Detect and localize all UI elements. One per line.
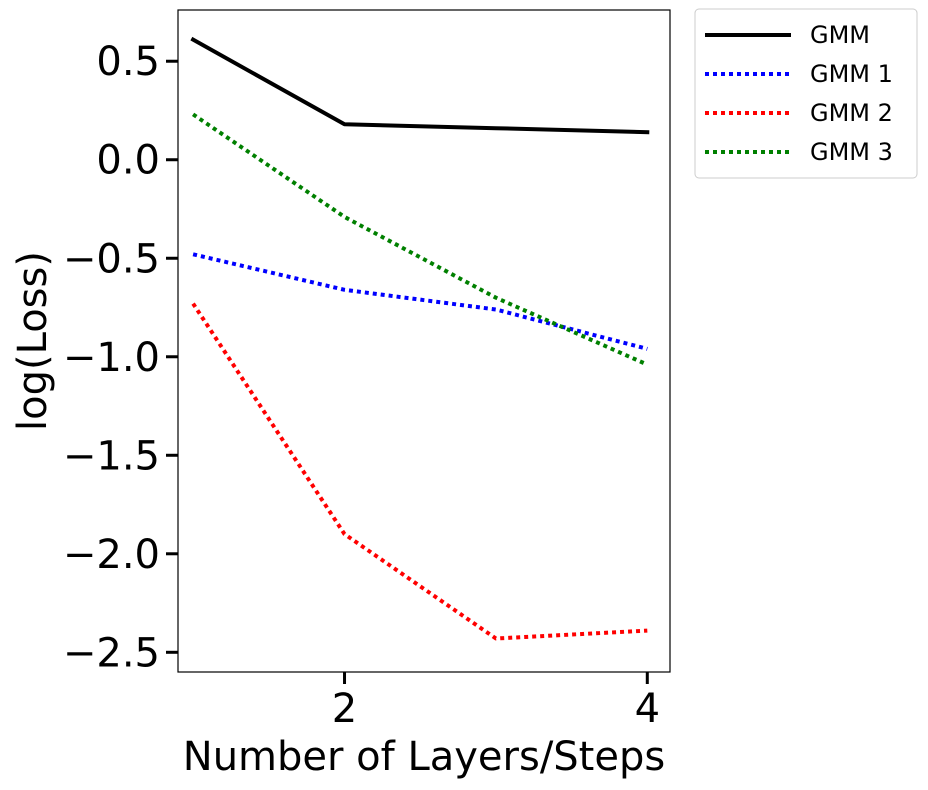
x-tick-label: 4 bbox=[635, 686, 660, 732]
y-tick-label: 0.0 bbox=[96, 138, 160, 184]
y-tick-label: −1.5 bbox=[63, 433, 160, 479]
series-line-0 bbox=[190, 36, 650, 135]
legend-label: GMM 3 bbox=[810, 138, 893, 166]
y-tick-label: −2.5 bbox=[63, 630, 160, 676]
legend-label: GMM 1 bbox=[810, 60, 893, 88]
y-tick-label: −0.5 bbox=[63, 236, 160, 282]
series-lines bbox=[190, 36, 650, 641]
x-axis-label: Number of Layers/Steps bbox=[183, 734, 665, 780]
y-axis-ticks: 0.5 0.0 −0.5 −1.0 −1.5 −2.0 −2.5 bbox=[63, 39, 178, 676]
y-tick-label: −2.0 bbox=[63, 532, 160, 578]
legend-box bbox=[694, 8, 918, 179]
legend-label: GMM bbox=[810, 21, 870, 49]
legend-label: GMM 2 bbox=[810, 99, 893, 127]
legend-items: GMM GMM 1 GMM 2 GMM 3 bbox=[705, 21, 893, 166]
y-tick-label: −1.0 bbox=[63, 335, 160, 381]
y-tick-label: 0.5 bbox=[96, 39, 160, 85]
legend: GMM GMM 1 GMM 2 GMM 3 bbox=[694, 8, 918, 179]
series-line-2 bbox=[191, 302, 648, 641]
plot-area bbox=[177, 9, 671, 673]
series-line-3 bbox=[191, 112, 649, 367]
y-axis-label: log(Loss) bbox=[10, 251, 56, 431]
x-tick-label: 2 bbox=[332, 686, 357, 732]
series-line-1 bbox=[192, 252, 648, 351]
